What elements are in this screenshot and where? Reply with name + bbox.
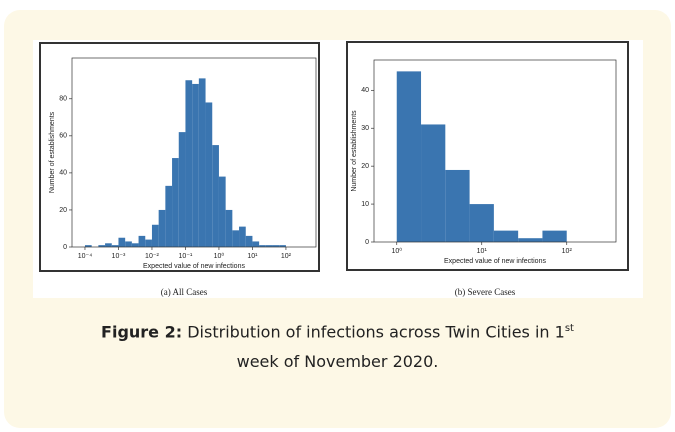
histogram-bar bbox=[151, 224, 159, 247]
x-tick-label: 10⁰ bbox=[214, 252, 225, 260]
histogram-bar bbox=[212, 145, 219, 247]
histogram-bar bbox=[265, 245, 273, 247]
x-tick-label: 10⁻² bbox=[145, 253, 159, 260]
histogram-bar bbox=[198, 78, 206, 247]
histogram-bar bbox=[131, 243, 139, 247]
panel-frame bbox=[346, 41, 629, 271]
plot-frame bbox=[71, 57, 317, 248]
x-tick-label: 10² bbox=[281, 253, 292, 260]
histogram-bar bbox=[396, 71, 422, 242]
histogram-bar bbox=[111, 245, 119, 247]
figure-caption: Figure 2: Distribution of infections acr… bbox=[4, 314, 671, 377]
figure: 0 20 40 60 80 10⁻⁴ 10⁻³ 10⁻² 10⁻¹ 10⁰ 10¹ 10² Expect… bbox=[33, 40, 643, 298]
y-tick-label: 10 bbox=[361, 201, 369, 208]
histogram-bar bbox=[445, 169, 470, 242]
caption-text: week of November 2020. bbox=[236, 352, 439, 372]
histogram-bar bbox=[158, 209, 166, 247]
histogram-bar bbox=[165, 185, 173, 247]
histogram-bar bbox=[225, 209, 233, 247]
caption-text: Distribution of infections across Twin C… bbox=[187, 322, 565, 342]
histogram-bar bbox=[192, 83, 199, 247]
histogram-bar bbox=[272, 245, 280, 247]
histogram-bar bbox=[518, 238, 543, 242]
histogram-bar bbox=[279, 245, 286, 247]
histogram-bar bbox=[542, 230, 567, 242]
x-tick-label: 10⁻⁴ bbox=[78, 253, 93, 260]
y-tick-label: 0 bbox=[365, 239, 369, 246]
histogram-bar bbox=[138, 235, 146, 247]
histogram-bar bbox=[185, 80, 193, 247]
y-tick-label: 20 bbox=[361, 163, 369, 170]
x-tick-label: 10¹ bbox=[477, 248, 488, 255]
histogram-bar bbox=[469, 204, 494, 242]
caption-label: Figure 2: bbox=[101, 322, 183, 342]
histogram-bar bbox=[118, 237, 126, 247]
histogram-bar bbox=[145, 239, 152, 247]
histogram-bar bbox=[172, 158, 179, 247]
x-tick-label: 10¹ bbox=[247, 253, 258, 260]
x-tick-label: 10² bbox=[562, 248, 573, 255]
y-tick-label: 40 bbox=[59, 170, 67, 177]
plot-frame bbox=[373, 59, 617, 243]
x-tick-label: 10⁻³ bbox=[112, 253, 126, 260]
histogram-bar bbox=[259, 245, 266, 247]
caption-superscript: st bbox=[564, 323, 574, 334]
histogram-bar bbox=[245, 235, 253, 247]
y-tick-label: 40 bbox=[361, 87, 369, 94]
histogram-bar bbox=[239, 226, 246, 247]
subcaption: (a) All Cases bbox=[161, 287, 208, 297]
histogram-bar bbox=[218, 176, 226, 247]
x-axis-label: Expected value of new infections bbox=[143, 263, 245, 270]
x-axis-label: Expected value of new infections bbox=[444, 258, 546, 265]
figure-background bbox=[33, 40, 643, 298]
histogram-bar bbox=[421, 124, 446, 242]
y-tick-label: 20 bbox=[59, 207, 67, 214]
histogram-bar bbox=[252, 241, 260, 247]
figure-card: 0 20 40 60 80 10⁻⁴ 10⁻³ 10⁻² 10⁻¹ 10⁰ 10¹ 10² Expect… bbox=[4, 10, 671, 428]
histogram-bar bbox=[232, 230, 240, 247]
subcaption: (b) Severe Cases bbox=[455, 287, 516, 297]
histogram-bar bbox=[84, 245, 92, 247]
y-tick-label: 30 bbox=[361, 125, 369, 132]
y-tick-label: 60 bbox=[59, 133, 67, 140]
y-axis-label: Number of establishments bbox=[49, 111, 56, 193]
x-tick-label: 10⁰ bbox=[391, 247, 402, 255]
x-tick-label: 10⁻¹ bbox=[179, 253, 193, 260]
histogram-bar bbox=[205, 102, 213, 248]
y-axis-label: Number of establishments bbox=[351, 110, 358, 192]
histogram-bar bbox=[98, 245, 106, 247]
y-tick-label: 0 bbox=[63, 244, 67, 251]
histogram-bar bbox=[178, 132, 186, 247]
histogram-bar bbox=[125, 241, 132, 247]
histogram-bar bbox=[105, 243, 112, 247]
histogram-bar bbox=[493, 230, 519, 242]
y-tick-label: 80 bbox=[59, 96, 67, 103]
panel-frame bbox=[39, 42, 320, 272]
